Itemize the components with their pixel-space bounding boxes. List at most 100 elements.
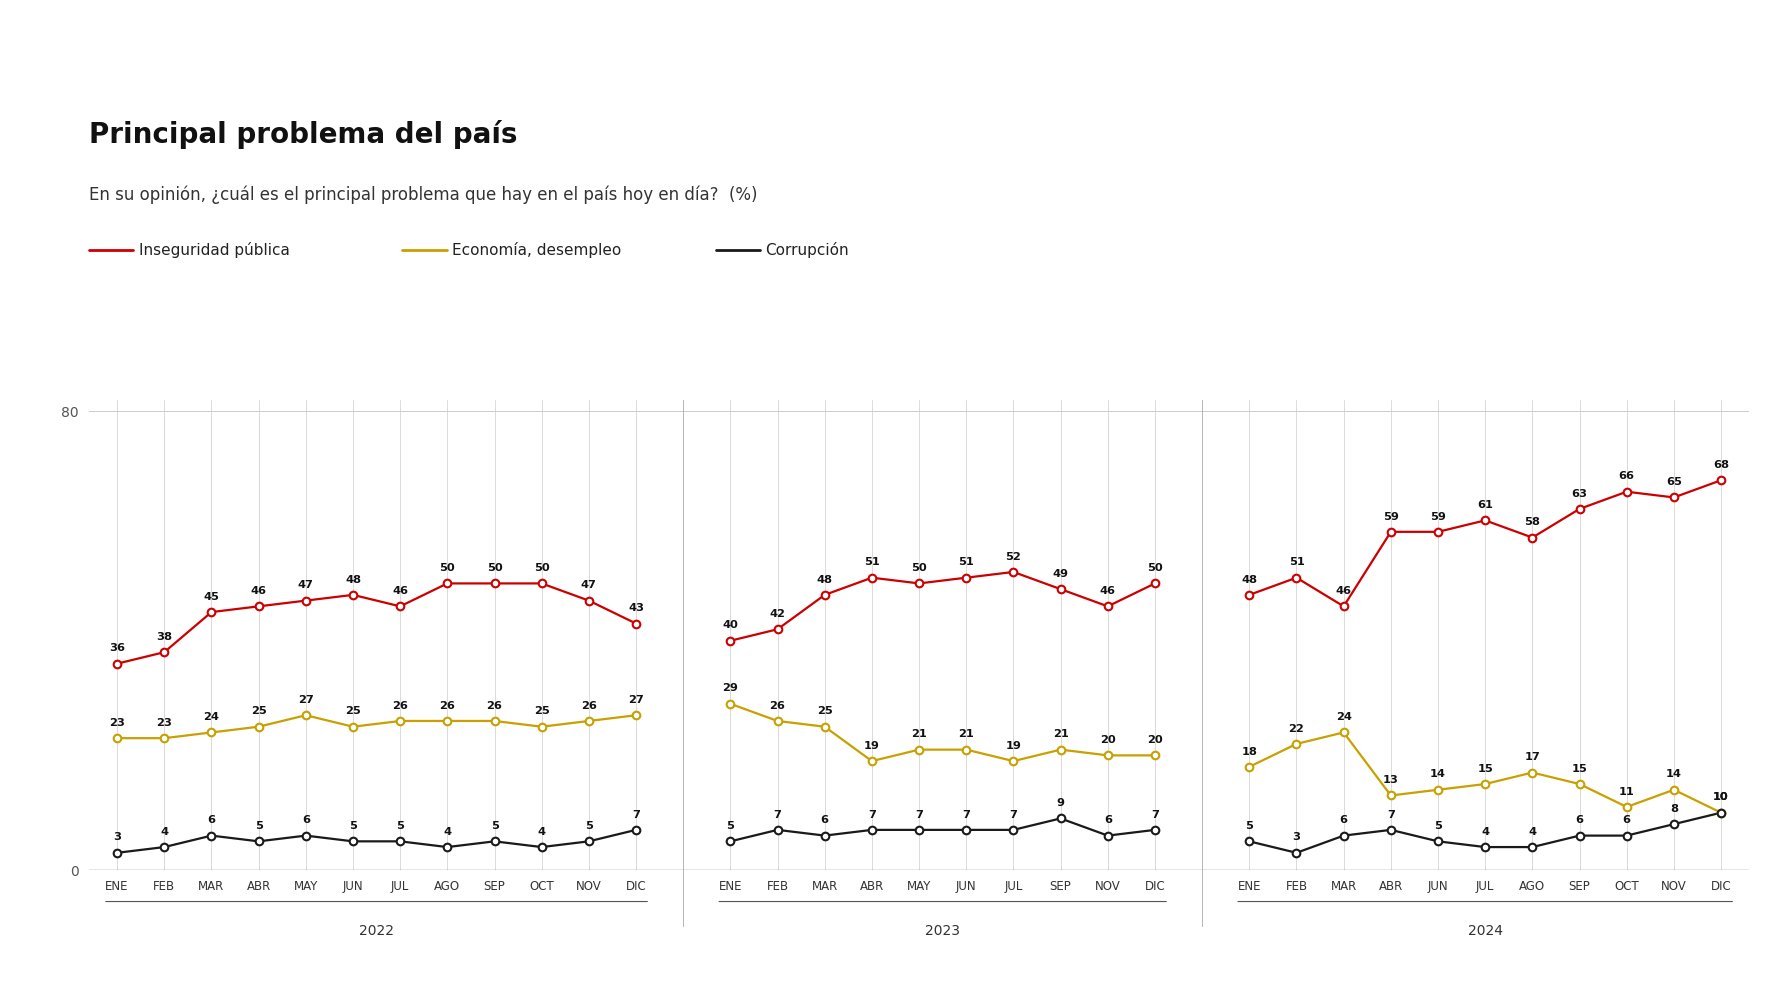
Text: 19: 19 [863,741,879,751]
Text: 5: 5 [1245,821,1254,831]
Text: 8: 8 [1669,804,1678,814]
Text: Principal problema del país: Principal problema del país [89,120,517,149]
Text: 20: 20 [1147,735,1163,745]
Text: 46: 46 [1099,586,1115,596]
Text: 10: 10 [1714,792,1728,802]
Text: 68: 68 [1714,460,1730,470]
Text: Corrupción: Corrupción [765,242,849,258]
Text: 42: 42 [769,609,785,619]
Text: 26: 26 [439,701,455,711]
Text: 46: 46 [392,586,408,596]
Text: 45: 45 [204,592,220,602]
Text: 21: 21 [959,729,973,739]
Text: 7: 7 [632,810,639,820]
Text: 26: 26 [392,701,408,711]
Text: 63: 63 [1572,489,1588,499]
Text: 4: 4 [538,827,545,837]
Text: 50: 50 [487,563,503,573]
Text: 11: 11 [1620,787,1634,797]
Text: 40: 40 [723,620,739,630]
Text: 59: 59 [1384,512,1399,522]
Text: 29: 29 [723,683,739,693]
Text: 5: 5 [726,821,733,831]
Text: 50: 50 [535,563,549,573]
Text: 6: 6 [1339,815,1348,825]
Text: 58: 58 [1524,517,1540,527]
Text: 50: 50 [439,563,455,573]
Text: 5: 5 [254,821,263,831]
Text: 6: 6 [1623,815,1630,825]
Text: 50: 50 [1147,563,1163,573]
Text: 48: 48 [1241,575,1257,585]
Text: 5: 5 [490,821,499,831]
Text: 14: 14 [1666,769,1682,779]
Text: 7: 7 [915,810,924,820]
Text: 6: 6 [208,815,215,825]
Text: 59: 59 [1430,512,1446,522]
Text: 3: 3 [1293,832,1300,842]
Text: Economía, desempleo: Economía, desempleo [451,242,622,258]
Text: 15: 15 [1572,764,1588,774]
Text: 2022: 2022 [359,924,394,938]
Text: 5: 5 [1433,821,1442,831]
Text: 51: 51 [1289,557,1304,567]
Text: 46: 46 [1336,586,1352,596]
Text: 7: 7 [868,810,876,820]
Text: 26: 26 [581,701,597,711]
Text: 25: 25 [817,706,833,716]
Text: 43: 43 [629,603,645,613]
Text: 25: 25 [535,706,549,716]
Text: 25: 25 [250,706,266,716]
Text: Inseguridad pública: Inseguridad pública [139,242,289,258]
Text: 5: 5 [584,821,593,831]
Text: 4: 4 [160,827,169,837]
Text: 52: 52 [1005,552,1021,562]
Text: 5: 5 [396,821,405,831]
Text: 4: 4 [1529,827,1536,837]
Text: 17: 17 [1524,752,1540,762]
Text: 48: 48 [345,575,361,585]
Text: 24: 24 [204,712,220,722]
Text: 47: 47 [581,580,597,590]
Text: 10: 10 [1714,792,1728,802]
Text: 2024: 2024 [1467,924,1502,938]
Text: 18: 18 [1241,747,1257,757]
Text: 65: 65 [1666,477,1682,487]
Text: 15: 15 [1478,764,1494,774]
Text: 26: 26 [487,701,503,711]
Text: 49: 49 [1053,569,1069,579]
Text: 7: 7 [1151,810,1160,820]
Text: 25: 25 [345,706,361,716]
Text: 4: 4 [444,827,451,837]
Text: 48: 48 [817,575,833,585]
Text: 2023: 2023 [925,924,961,938]
Text: 20: 20 [1099,735,1115,745]
Text: 3: 3 [114,832,121,842]
Text: 21: 21 [911,729,927,739]
Text: 46: 46 [250,586,266,596]
Text: 51: 51 [865,557,879,567]
Text: 27: 27 [629,695,645,705]
Text: 7: 7 [963,810,970,820]
Text: 38: 38 [156,632,172,642]
Text: 24: 24 [1336,712,1352,722]
Text: 5: 5 [350,821,357,831]
Text: 7: 7 [1387,810,1394,820]
Text: 27: 27 [298,695,314,705]
Text: 7: 7 [1009,810,1018,820]
Text: 7: 7 [774,810,781,820]
Text: 6: 6 [821,815,829,825]
Text: 61: 61 [1478,500,1494,510]
Text: 50: 50 [911,563,927,573]
Text: 14: 14 [1430,769,1446,779]
Text: 6: 6 [302,815,309,825]
Text: 36: 36 [108,643,124,653]
Text: 9: 9 [1057,798,1064,808]
Text: 6: 6 [1575,815,1584,825]
Text: 13: 13 [1384,775,1399,785]
Text: 19: 19 [1005,741,1021,751]
Text: 4: 4 [1481,827,1490,837]
Text: 22: 22 [1289,724,1304,734]
Text: 66: 66 [1618,471,1634,481]
Text: 23: 23 [156,718,172,728]
